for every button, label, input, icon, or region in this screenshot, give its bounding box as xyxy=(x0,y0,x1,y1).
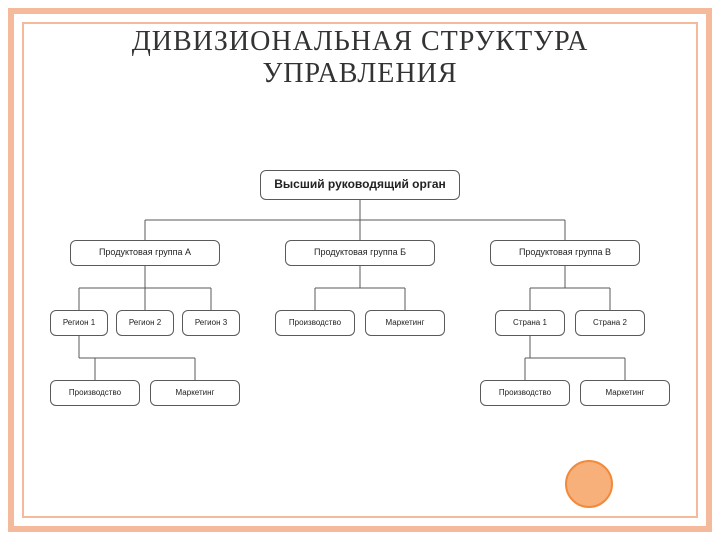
slide: ДИВИЗИОНАЛЬНАЯ СТРУКТУРА УПРАВЛЕНИЯ Высш… xyxy=(0,0,720,540)
title-line-2: УПРАВЛЕНИЯ xyxy=(262,58,457,89)
accent-circle-icon xyxy=(565,460,613,508)
connector-lines xyxy=(50,170,670,440)
node-r3: Регион 3 xyxy=(182,310,240,336)
node-r2: Регион 2 xyxy=(116,310,174,336)
node-r1: Регион 1 xyxy=(50,310,108,336)
node-gb: Продуктовая группа Б xyxy=(285,240,435,266)
node-root: Высший руководящий орган xyxy=(260,170,460,200)
node-ap: Производство xyxy=(50,380,140,406)
node-bm: Маркетинг xyxy=(365,310,445,336)
node-ga: Продуктовая группа А xyxy=(70,240,220,266)
title-line-1: ДИВИЗИОНАЛЬНАЯ СТРУКТУРА xyxy=(132,26,589,57)
node-gv: Продуктовая группа В xyxy=(490,240,640,266)
node-vm: Маркетинг xyxy=(580,380,670,406)
org-chart: Высший руководящий орган Продуктовая груп… xyxy=(50,170,670,440)
node-c2: Страна 2 xyxy=(575,310,645,336)
node-bp: Производство xyxy=(275,310,355,336)
slide-title: ДИВИЗИОНАЛЬНАЯ СТРУКТУРА УПРАВЛЕНИЯ xyxy=(0,26,720,90)
node-c1: Страна 1 xyxy=(495,310,565,336)
node-vp: Производство xyxy=(480,380,570,406)
node-am: Маркетинг xyxy=(150,380,240,406)
